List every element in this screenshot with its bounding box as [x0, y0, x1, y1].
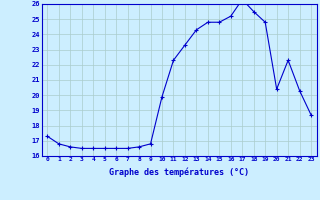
- X-axis label: Graphe des températures (°C): Graphe des températures (°C): [109, 168, 249, 177]
